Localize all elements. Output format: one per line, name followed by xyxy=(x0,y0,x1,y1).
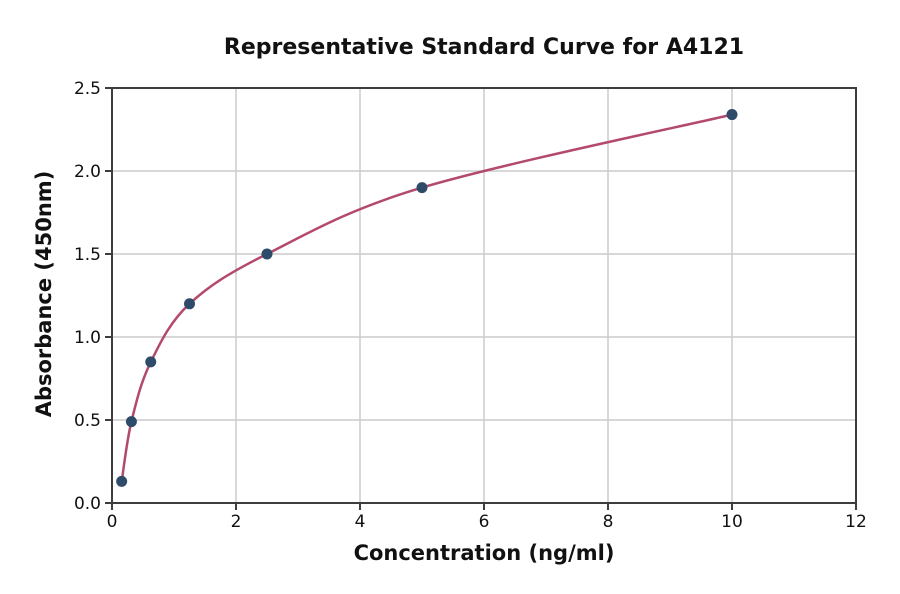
x-tick-label: 8 xyxy=(603,512,614,532)
y-tick-label: 0.0 xyxy=(74,494,101,514)
x-tick-label: 6 xyxy=(479,512,490,532)
x-tick-label: 12 xyxy=(845,512,867,532)
data-point xyxy=(184,298,195,310)
x-tick-label: 10 xyxy=(721,512,743,532)
fitted-curve xyxy=(120,113,734,483)
chart-title: Representative Standard Curve for A4121 xyxy=(223,35,745,60)
y-tick-label: 1.5 xyxy=(74,245,101,265)
data-point xyxy=(145,356,157,368)
y-tick-label: 1.0 xyxy=(74,328,101,348)
data-point xyxy=(261,248,273,260)
x-tick-label: 2 xyxy=(231,512,242,532)
y-tick-label: 2.5 xyxy=(74,79,101,99)
data-point xyxy=(416,182,428,194)
x-axis-label: Concentration (ng/ml) xyxy=(353,541,615,565)
plot-border xyxy=(111,87,857,504)
y-axis-label: Absorbance (450nm) xyxy=(32,170,56,418)
x-tick-label: 0 xyxy=(107,512,118,532)
data-point xyxy=(116,475,128,487)
data-point xyxy=(726,109,738,121)
y-tick-label: 0.5 xyxy=(74,411,101,431)
y-tick-label: 2.0 xyxy=(74,162,101,182)
x-tick-label: 4 xyxy=(355,512,366,532)
data-point xyxy=(125,416,137,428)
